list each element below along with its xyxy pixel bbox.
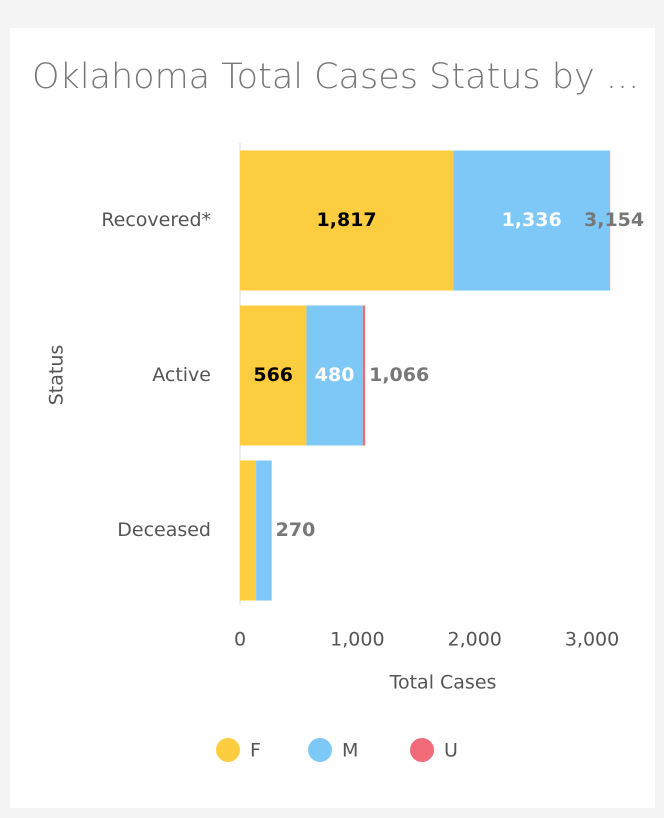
legend-label: U <box>444 740 458 762</box>
x-tick-label: 1,000 <box>330 629 384 651</box>
y-tick-label: Deceased <box>117 519 211 541</box>
bar-segment <box>453 150 611 291</box>
bar-segment <box>240 305 307 446</box>
x-axis-label: Total Cases <box>389 672 497 694</box>
bar-segment <box>240 460 257 601</box>
segment-label: 480 <box>315 364 355 386</box>
bar-segment <box>306 305 363 446</box>
chart-title: Oklahoma Total Cases Status by ... <box>32 57 639 97</box>
legend-label: M <box>342 740 358 762</box>
y-tick-label: Recovered* <box>101 209 211 231</box>
segment-label: 566 <box>253 364 293 386</box>
x-tick-label: 3,000 <box>565 629 619 651</box>
segment-label: 1,336 <box>502 209 562 231</box>
y-axis-label: Status <box>46 345 68 406</box>
legend-label: F <box>250 740 261 762</box>
total-label: 270 <box>276 519 316 541</box>
x-tick-label: 2,000 <box>448 629 502 651</box>
total-label: 3,154 <box>584 209 644 231</box>
legend-swatch <box>410 738 434 762</box>
legend-swatch <box>216 738 240 762</box>
total-label: 1,066 <box>369 364 429 386</box>
bar-segment <box>240 150 454 291</box>
legend-swatch <box>308 738 332 762</box>
x-tick-label: 0 <box>234 629 246 651</box>
y-tick-label: Active <box>152 364 211 386</box>
bar-segment <box>256 460 272 601</box>
bar-segment <box>362 305 366 446</box>
segment-label: 1,817 <box>317 209 377 231</box>
